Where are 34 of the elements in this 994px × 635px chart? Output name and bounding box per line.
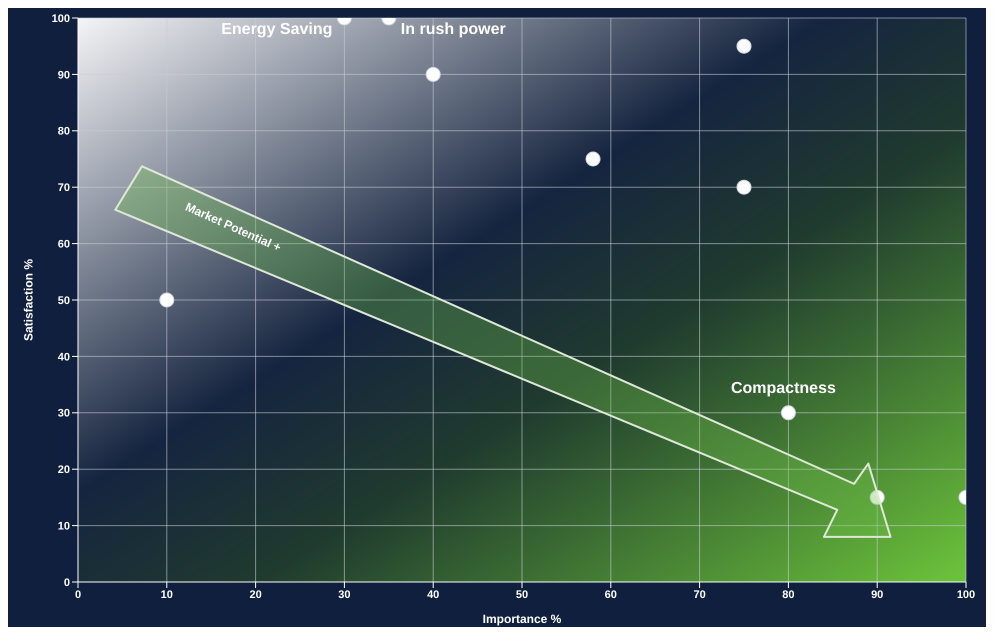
y-tick-label: 50	[58, 294, 70, 307]
x-tick-label: 100	[956, 588, 976, 601]
y-tick-label: 80	[58, 126, 70, 138]
point	[736, 180, 752, 195]
y-tick-label: 30	[58, 408, 70, 420]
point	[586, 152, 601, 166]
annotation: Energy Saving	[221, 21, 332, 38]
annotation: Compactness	[730, 380, 836, 398]
y-tick-label: 40	[58, 351, 70, 364]
annotation: In rush power	[400, 21, 506, 38]
x-tick-label: 50	[516, 588, 528, 601]
x-tick-label: 10	[160, 588, 173, 601]
x-tick-label: 90	[871, 588, 884, 601]
point	[870, 490, 885, 505]
x-tick-label: 30	[338, 588, 351, 601]
x-tick-label: 40	[427, 588, 440, 601]
point	[736, 38, 752, 54]
y-tick-label: 10	[58, 520, 70, 533]
y-tick-label: 20	[58, 464, 70, 476]
y-tick-label: 0	[64, 576, 70, 589]
x-tick-label: 80	[782, 588, 795, 601]
y-tick-label: 60	[58, 238, 70, 251]
point	[426, 66, 441, 82]
x-tick-label: 70	[693, 588, 706, 601]
x-tick-label: 60	[604, 588, 617, 601]
x-tick-label: 0	[74, 588, 82, 601]
y-tick-label: 100	[52, 12, 70, 25]
x-axis-title: Importance %	[482, 612, 562, 626]
y-tick-label: 90	[58, 69, 70, 82]
y-tick-label: 70	[58, 182, 70, 194]
x-tick-label: 20	[249, 588, 262, 601]
y-axis-title: Satisfaction %	[21, 258, 36, 342]
point	[159, 292, 174, 308]
point	[780, 405, 796, 420]
